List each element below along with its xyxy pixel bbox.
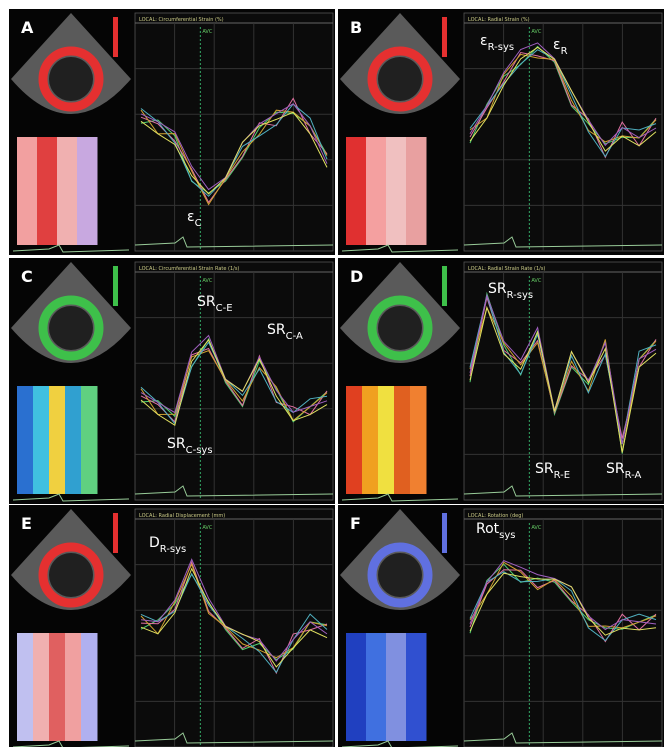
annotation-main: SR <box>197 294 216 310</box>
annotation-sub: C-sys <box>186 445 213 456</box>
annotation-main: SR <box>167 436 186 452</box>
figure: LOCAL: Circumferential Strain (%)AVCAεCL… <box>0 0 668 747</box>
strain-strip <box>17 633 34 741</box>
strain-strip <box>406 633 427 741</box>
avc-label: AVC <box>531 278 542 284</box>
color-bar <box>113 513 118 553</box>
strain-strip <box>33 386 50 494</box>
strain-strip <box>17 137 38 245</box>
strain-strip <box>57 137 78 245</box>
page: {"panels":[ {"letter":"A","title":"LOCAL… <box>0 0 668 747</box>
annotation-sub: R-sys <box>507 290 534 301</box>
strain-strip <box>65 386 82 494</box>
annotation-sub: R-sys <box>488 42 515 53</box>
annotation-main: ε <box>187 209 195 225</box>
strain-strip <box>65 633 82 741</box>
annotation-sub: R-sys <box>160 544 187 555</box>
strain-strip <box>346 633 367 741</box>
strain-strip <box>346 137 367 245</box>
strain-strip <box>366 137 387 245</box>
graph-area <box>135 262 333 500</box>
cavity <box>378 553 422 597</box>
graph-title: LOCAL: Rotation (deg) <box>468 513 523 519</box>
graph-title: LOCAL: Radial Strain (%) <box>468 17 530 23</box>
graph-area <box>464 509 662 747</box>
cavity <box>49 306 93 350</box>
panel-letter: E <box>21 514 32 533</box>
graph-title: LOCAL: Circumferential Strain Rate (1/s) <box>139 266 239 272</box>
annotation-sub: C-E <box>216 303 233 314</box>
strain-strip <box>366 633 387 741</box>
strain-strip <box>362 386 379 494</box>
strain-strip <box>346 386 363 494</box>
annotation-sub: C-A <box>286 331 303 342</box>
panel: LOCAL: Rotation (deg) AVC F Rotsys <box>338 505 664 747</box>
avc-label: AVC <box>202 525 213 531</box>
strain-strip <box>17 386 34 494</box>
color-bar <box>442 17 447 57</box>
strain-strip <box>406 137 427 245</box>
color-bar <box>113 17 118 57</box>
strain-strip <box>77 137 98 245</box>
strain-strip <box>49 633 66 741</box>
avc-label: AVC <box>202 278 213 284</box>
graph-title: LOCAL: Radial Displacement (mm) <box>139 513 225 519</box>
strain-strip <box>410 386 427 494</box>
color-bar <box>442 513 447 553</box>
annotation-main: SR <box>535 461 554 477</box>
panel-letter: F <box>350 514 361 533</box>
panel-letter: C <box>21 267 33 286</box>
strain-strip <box>386 137 407 245</box>
avc-label: AVC <box>531 29 542 35</box>
color-bar <box>113 266 118 306</box>
strain-strip <box>394 386 411 494</box>
avc-label: AVC <box>202 29 213 35</box>
panel-letter: A <box>21 18 34 37</box>
graph-title: LOCAL: Circumferential Strain (%) <box>139 17 224 23</box>
annotation-main: ε <box>480 33 488 49</box>
panel-letter: D <box>350 267 363 286</box>
cavity <box>378 57 422 101</box>
annotation-sub: C <box>195 218 202 229</box>
strain-strip <box>81 633 98 741</box>
annotation-sub: sys <box>499 530 515 541</box>
strain-strip <box>33 633 50 741</box>
graph-area <box>135 13 333 251</box>
cavity <box>49 553 93 597</box>
annotation-sub: R-E <box>554 470 570 481</box>
panel: LOCAL: Circumferential Strain Rate (1/s)… <box>9 258 335 504</box>
annotation-main: D <box>149 535 160 551</box>
strain-strip <box>37 137 58 245</box>
strain-strip <box>378 386 395 494</box>
color-bar <box>442 266 447 306</box>
strain-strip <box>81 386 98 494</box>
cavity <box>49 57 93 101</box>
graph-title: LOCAL: Radial Strain Rate (1/s) <box>468 266 545 272</box>
panel: LOCAL: Circumferential Strain (%) AVC AεC <box>9 9 335 255</box>
strain-strip <box>386 633 407 741</box>
panel-letter: B <box>350 18 362 37</box>
annotation-main: ε <box>553 37 561 53</box>
cavity <box>378 306 422 350</box>
avc-label: AVC <box>531 525 542 531</box>
annotation-sub: R-A <box>625 470 642 481</box>
annotation-main: SR <box>267 322 286 338</box>
annotation-main: SR <box>488 281 507 297</box>
strain-strip <box>49 386 66 494</box>
annotation-sub: R <box>561 46 568 57</box>
annotation-main: Rot <box>476 521 500 537</box>
panel: LOCAL: Radial Strain Rate (1/s)AVCDSRR-s… <box>338 258 664 504</box>
annotation-main: SR <box>606 461 625 477</box>
panel: LOCAL: Radial Displacement (mm) AVC E DR-sy… <box>9 505 335 747</box>
